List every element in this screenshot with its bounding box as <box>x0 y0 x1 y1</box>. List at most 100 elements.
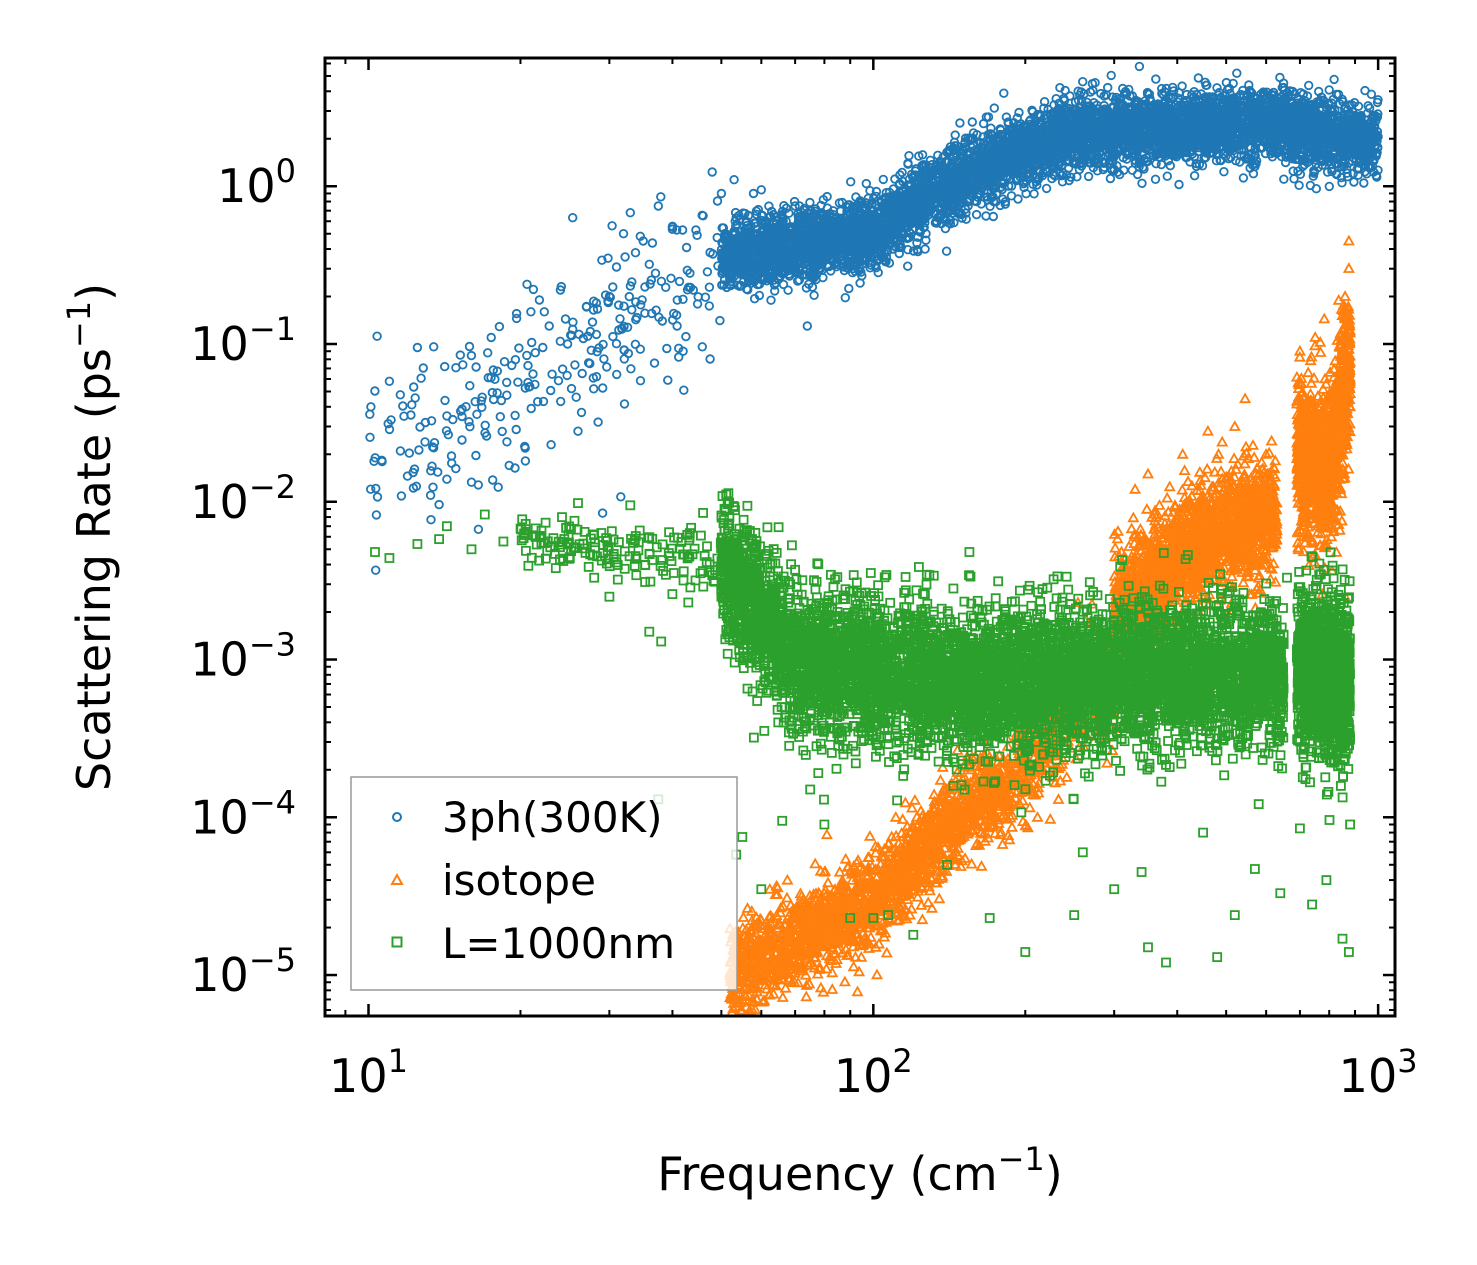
data-point-circle <box>1232 68 1242 78</box>
data-point-circle <box>616 492 626 502</box>
data-point-circle <box>502 390 512 400</box>
data-point-circle <box>497 426 507 437</box>
data-point-circle <box>597 508 608 518</box>
data-point-circle <box>697 342 707 352</box>
data-point-circle <box>420 417 431 428</box>
data-point-circle <box>370 386 380 396</box>
data-point-circle <box>1029 189 1039 199</box>
data-point-circle <box>666 273 676 283</box>
data-point-circle <box>1102 82 1113 93</box>
data-point-circle <box>630 339 641 349</box>
data-point-circle <box>440 395 450 406</box>
data-point-circle <box>425 490 436 500</box>
data-point-circle <box>410 393 420 403</box>
data-point-circle <box>495 412 505 422</box>
data-point-circle <box>681 242 692 253</box>
data-point-circle <box>602 362 612 372</box>
data-point-circle <box>677 225 688 235</box>
data-point-circle <box>510 410 520 421</box>
data-point-circle <box>679 385 689 395</box>
data-point-circle <box>1219 166 1229 177</box>
data-point-circle <box>414 445 424 455</box>
data-point-circle <box>557 364 568 374</box>
data-point-circle <box>566 330 576 340</box>
data-point-circle <box>383 419 393 429</box>
data-point-circle <box>632 312 642 323</box>
data-point-circle <box>599 354 609 364</box>
data-point-circle <box>433 467 443 477</box>
data-point-circle <box>651 305 661 315</box>
data-point-circle <box>578 333 588 344</box>
data-point-circle <box>464 341 475 352</box>
data-point-circle <box>492 388 502 398</box>
data-point-circle <box>530 348 540 358</box>
data-point-circle <box>1077 76 1088 87</box>
data-point-circle <box>589 296 599 306</box>
data-point-circle <box>526 307 536 317</box>
data-point-circle <box>619 354 629 364</box>
data-point-circle <box>547 369 557 379</box>
data-point-circle <box>371 565 381 575</box>
data-point-circle <box>473 524 484 534</box>
data-point-circle <box>656 192 666 202</box>
data-point-circle <box>483 348 493 358</box>
data-point-circle <box>458 360 468 370</box>
data-point-circle <box>748 188 759 199</box>
data-point-circle <box>528 284 539 295</box>
data-point-circle <box>366 402 376 412</box>
data-point-circle <box>480 420 490 430</box>
data-point-circle <box>649 358 660 368</box>
data-point-circle <box>608 282 618 292</box>
data-point-circle <box>420 437 430 447</box>
data-point-circle <box>384 424 395 435</box>
data-point-circle <box>476 396 486 406</box>
data-point-circle <box>581 301 592 312</box>
data-point-circle <box>672 295 682 305</box>
data-point-circle <box>620 252 630 262</box>
data-point-circle <box>603 297 613 308</box>
data-point-circle <box>457 435 467 445</box>
data-point-circle <box>492 366 502 376</box>
data-point-circle <box>1177 81 1187 91</box>
data-point-circle <box>511 308 522 319</box>
data-point-circle <box>1105 173 1116 184</box>
data-point-circle <box>630 247 641 258</box>
data-point-circle <box>844 283 854 294</box>
data-point-circle <box>1162 171 1172 181</box>
data-point-circle <box>494 321 505 332</box>
data-point-circle <box>619 345 629 355</box>
data-point-circle <box>1360 85 1370 96</box>
data-point-circle <box>520 456 531 466</box>
data-point-circle <box>398 401 408 411</box>
data-point-circle <box>1174 179 1184 190</box>
data-point-circle <box>598 383 608 393</box>
data-point-circle <box>427 461 437 471</box>
data-point-circle <box>472 409 482 419</box>
data-point-circle <box>614 300 624 310</box>
data-point-circle <box>395 390 405 400</box>
data-point-circle <box>683 282 694 292</box>
data-point-circle <box>487 387 498 398</box>
data-point-circle <box>809 290 819 300</box>
data-point-circle <box>480 428 490 438</box>
data-point-circle <box>1134 61 1145 72</box>
data-point-circle <box>712 196 723 206</box>
data-point-circle <box>470 397 480 407</box>
data-point-circle <box>556 396 566 407</box>
data-point-circle <box>692 299 703 309</box>
data-point-circle <box>523 360 533 371</box>
data-point-circle <box>477 402 487 412</box>
data-point-circle <box>511 424 521 435</box>
data-point-circle <box>890 174 900 184</box>
data-point-circle <box>971 209 982 220</box>
data-point-circle <box>619 301 629 311</box>
data-point-circle <box>702 267 713 277</box>
data-point-circle <box>656 276 667 286</box>
data-point-circle <box>404 448 414 458</box>
data-point-circle <box>366 484 376 494</box>
data-point-circle <box>471 450 481 461</box>
data-point-circle <box>1359 178 1369 188</box>
data-point-circle <box>1329 74 1339 85</box>
data-point-circle <box>705 354 715 364</box>
data-point-circle <box>608 331 618 342</box>
